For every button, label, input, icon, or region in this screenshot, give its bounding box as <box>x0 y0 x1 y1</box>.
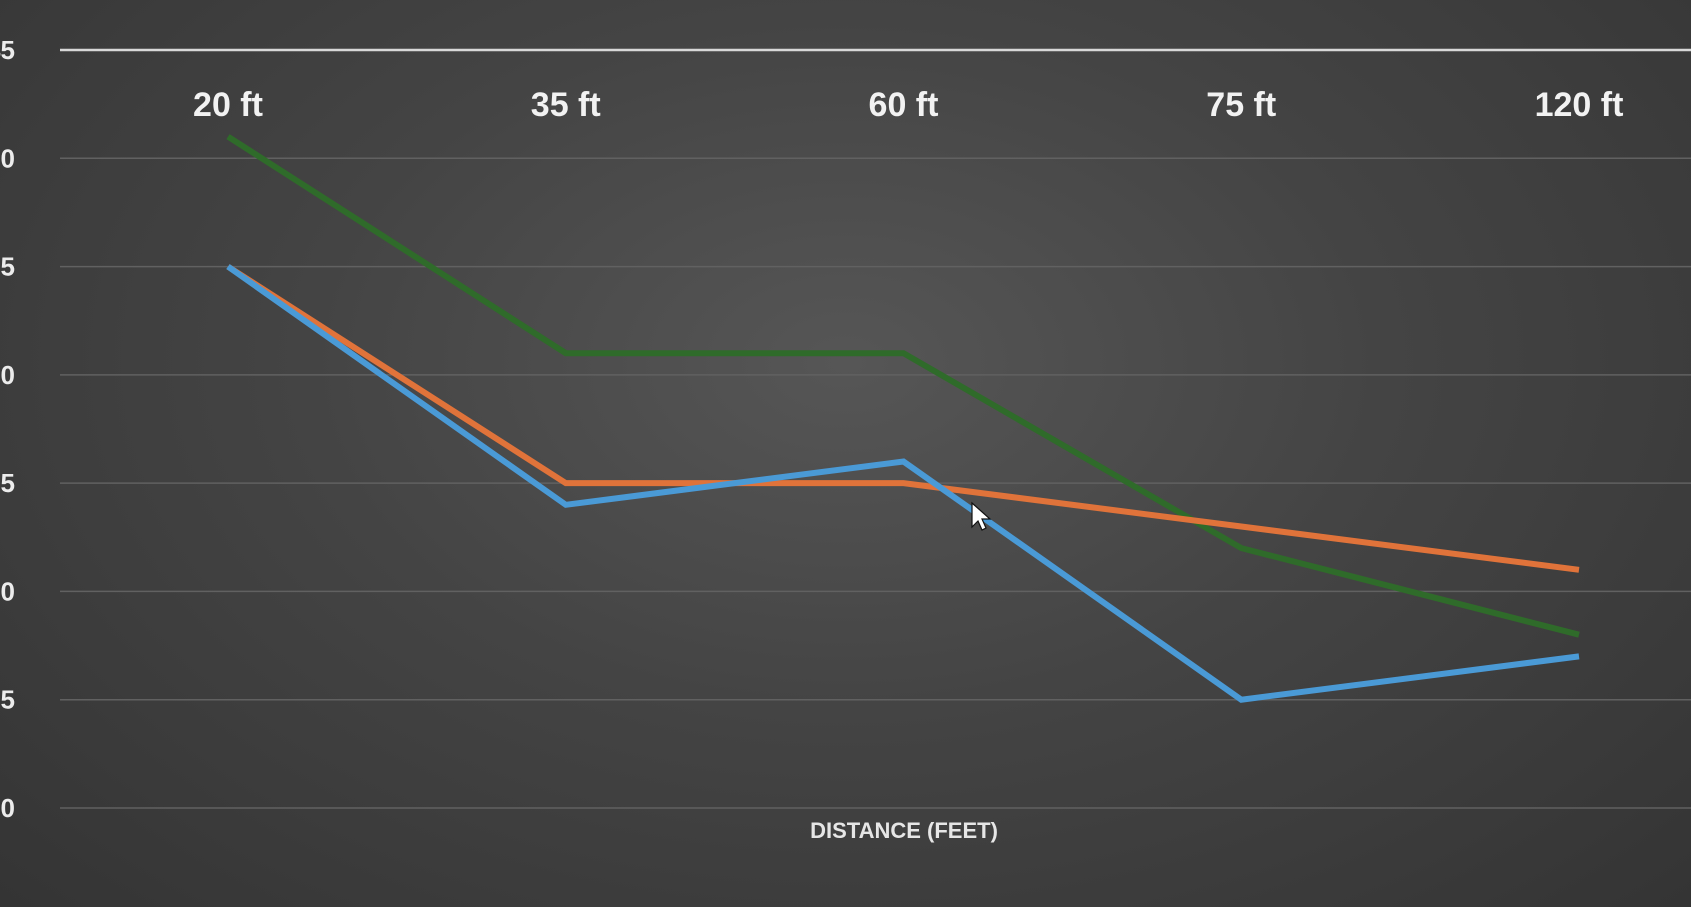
y-tick-label: 55 <box>0 252 15 282</box>
x-tick-label: 75 ft <box>1206 86 1276 124</box>
x-tick-label: 60 ft <box>869 86 939 124</box>
y-tick-label: 70 <box>0 576 15 606</box>
x-tick-label: 35 ft <box>531 86 601 124</box>
x-axis-title: DISTANCE (FEET) <box>810 818 998 843</box>
y-tick-label: 50 <box>0 143 15 173</box>
series-line-1 <box>226 134 1580 638</box>
y-tick-label: 65 <box>0 468 15 498</box>
x-axis-ticks: 20 ft 35 ft 60 ft 75 ft 120 ft <box>193 86 1623 124</box>
series-line-3 <box>226 264 1580 703</box>
series-line-2 <box>226 264 1580 573</box>
x-tick-label: 120 ft <box>1535 86 1624 124</box>
mouse-cursor-icon <box>971 501 992 531</box>
series-layer <box>226 134 1580 703</box>
y-tick-label: 80 <box>0 793 15 823</box>
y-tick-label: 60 <box>0 360 15 390</box>
grid-layer <box>60 48 1691 809</box>
y-axis-ticks: 45 50 55 60 65 70 75 80 <box>0 35 15 823</box>
x-tick-label: 20 ft <box>193 86 263 124</box>
y-tick-label: 45 <box>0 35 15 65</box>
y-tick-label: 75 <box>0 685 15 715</box>
